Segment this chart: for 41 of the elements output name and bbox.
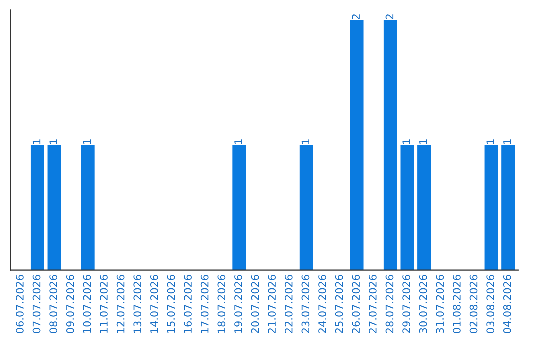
data-label: 1 — [234, 140, 242, 144]
x-tick-label: 08.07.2026 — [50, 275, 58, 334]
x-tick-label: 10.07.2026 — [83, 275, 92, 333]
x-tick-label: 24.07.2026 — [318, 275, 326, 334]
x-tick-label: 11.07.2026 — [100, 275, 108, 333]
data-label: 2 — [386, 14, 394, 20]
x-tick-label: 25.07.2026 — [335, 275, 344, 334]
data-label: 1 — [402, 140, 410, 144]
x-tick-label: 26.07.2026 — [352, 275, 360, 334]
data-label: 1 — [486, 140, 494, 144]
x-tick-label: 31.07.2026 — [436, 275, 444, 334]
data-label: 1 — [504, 140, 512, 144]
x-tick-label: 22.07.2026 — [284, 275, 293, 334]
x-tick-label: 03.08.2026 — [486, 275, 495, 334]
x-tick-label: 27.07.2026 — [368, 275, 377, 334]
x-tick-label: 01.08.2026 — [453, 275, 461, 334]
x-tick-label: 23.07.2026 — [302, 275, 310, 334]
x-tick-label: 07.07.2026 — [32, 275, 41, 334]
x-tick-label: 13.07.2026 — [134, 275, 142, 333]
data-label: 1 — [50, 140, 58, 144]
x-tick-label: 18.07.2026 — [218, 275, 226, 333]
x-tick-label: 02.08.2026 — [470, 275, 478, 334]
x-tick-label: 16.07.2026 — [184, 275, 192, 333]
x-tick-label: 04.08.2026 — [503, 275, 512, 334]
x-tick-label: 20.07.2026 — [251, 275, 260, 334]
x-tick-label: 17.07.2026 — [200, 275, 209, 333]
x-tick-label: 06.07.2026 — [16, 275, 24, 334]
x-tick-label: 28.07.2026 — [386, 275, 394, 334]
x-tick-label: 09.07.2026 — [66, 275, 74, 334]
data-label: 1 — [32, 140, 41, 144]
data-label: 1 — [83, 140, 91, 144]
x-tick-label: 14.07.2026 — [150, 275, 158, 333]
x-tick-label: 19.07.2026 — [234, 275, 242, 333]
data-label: 1 — [420, 140, 428, 144]
x-tick-label: 21.07.2026 — [268, 275, 276, 334]
data-label: 2 — [352, 14, 360, 20]
x-tick-label: 29.07.2026 — [402, 275, 410, 334]
x-tick-label: 15.07.2026 — [167, 275, 176, 333]
data-label: 1 — [302, 140, 310, 144]
x-tick-label: 30.07.2026 — [419, 275, 428, 334]
x-tick-label: 12.07.2026 — [116, 275, 125, 333]
